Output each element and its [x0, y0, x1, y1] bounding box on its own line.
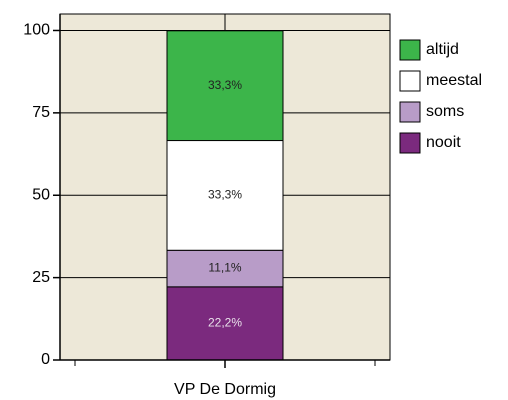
- legend-label: meestal: [426, 72, 482, 89]
- legend-swatch: [399, 70, 421, 92]
- y-tick-label: 75: [32, 104, 50, 121]
- legend-swatch: [399, 39, 421, 61]
- bar-segment: [166, 286, 284, 361]
- bar-segment: [166, 30, 284, 142]
- legend-swatch: [399, 132, 421, 154]
- x-tick-label: VP De Dormig: [174, 381, 276, 398]
- legend-swatch: [399, 101, 421, 123]
- value-label: 33,3%: [208, 188, 242, 202]
- value-label: 33,3%: [208, 78, 242, 92]
- y-tick-label: 25: [32, 269, 50, 286]
- y-tick-label: 0: [41, 351, 50, 368]
- legend-label: nooit: [426, 134, 461, 151]
- legend-label: altijd: [426, 41, 459, 58]
- y-tick-label: 100: [23, 22, 50, 39]
- value-label: 11,1%: [208, 261, 241, 275]
- legend-label: soms: [426, 103, 464, 120]
- y-tick-label: 50: [32, 186, 50, 203]
- value-label: 22,2%: [208, 316, 242, 330]
